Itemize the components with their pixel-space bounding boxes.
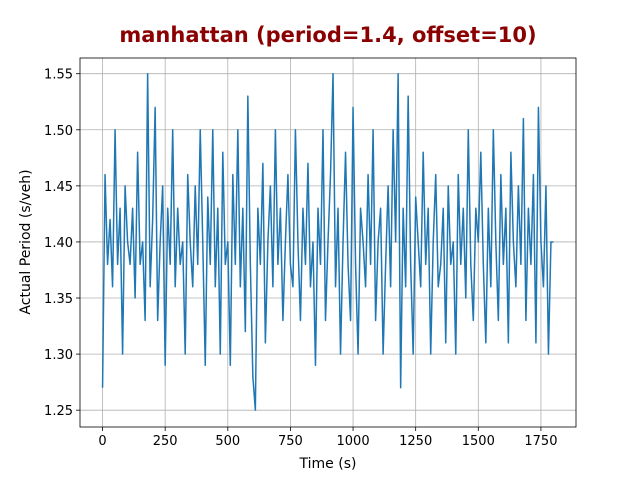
y-axis-label: Actual Period (s/veh) (18, 169, 34, 314)
plot-frame (79, 57, 577, 428)
y-tick-label: 1.35 (44, 292, 73, 307)
data-line (101, 72, 554, 411)
y-tick-label: 1.45 (44, 180, 73, 195)
x-tick-label: 0 (98, 434, 106, 449)
x-tick-label: 250 (153, 434, 178, 449)
y-tick-label: 1.25 (44, 404, 73, 419)
x-axis-label: Time (s) (299, 456, 357, 472)
x-tick-label: 750 (278, 434, 303, 449)
y-tick-label: 1.30 (44, 348, 73, 363)
y-tick-label: 1.50 (44, 124, 73, 139)
chart-title: manhattan (period=1.4, offset=10) (119, 23, 536, 47)
x-tick-label: 1750 (524, 434, 557, 449)
y-tick-label: 1.40 (44, 236, 73, 251)
y-tick-label: 1.55 (44, 68, 73, 83)
x-tick-label: 500 (215, 434, 240, 449)
x-tick-label: 1500 (462, 434, 495, 449)
x-tick-label: 1000 (337, 434, 370, 449)
x-tick-label: 1250 (399, 434, 432, 449)
